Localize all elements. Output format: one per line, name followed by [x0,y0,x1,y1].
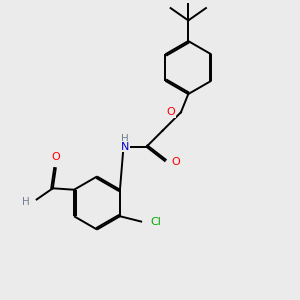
Text: H: H [121,134,129,143]
Text: Cl: Cl [150,217,161,226]
Text: O: O [167,107,176,117]
Text: O: O [51,152,60,162]
Text: N: N [121,142,129,152]
Text: O: O [171,158,180,167]
Text: H: H [22,197,29,207]
